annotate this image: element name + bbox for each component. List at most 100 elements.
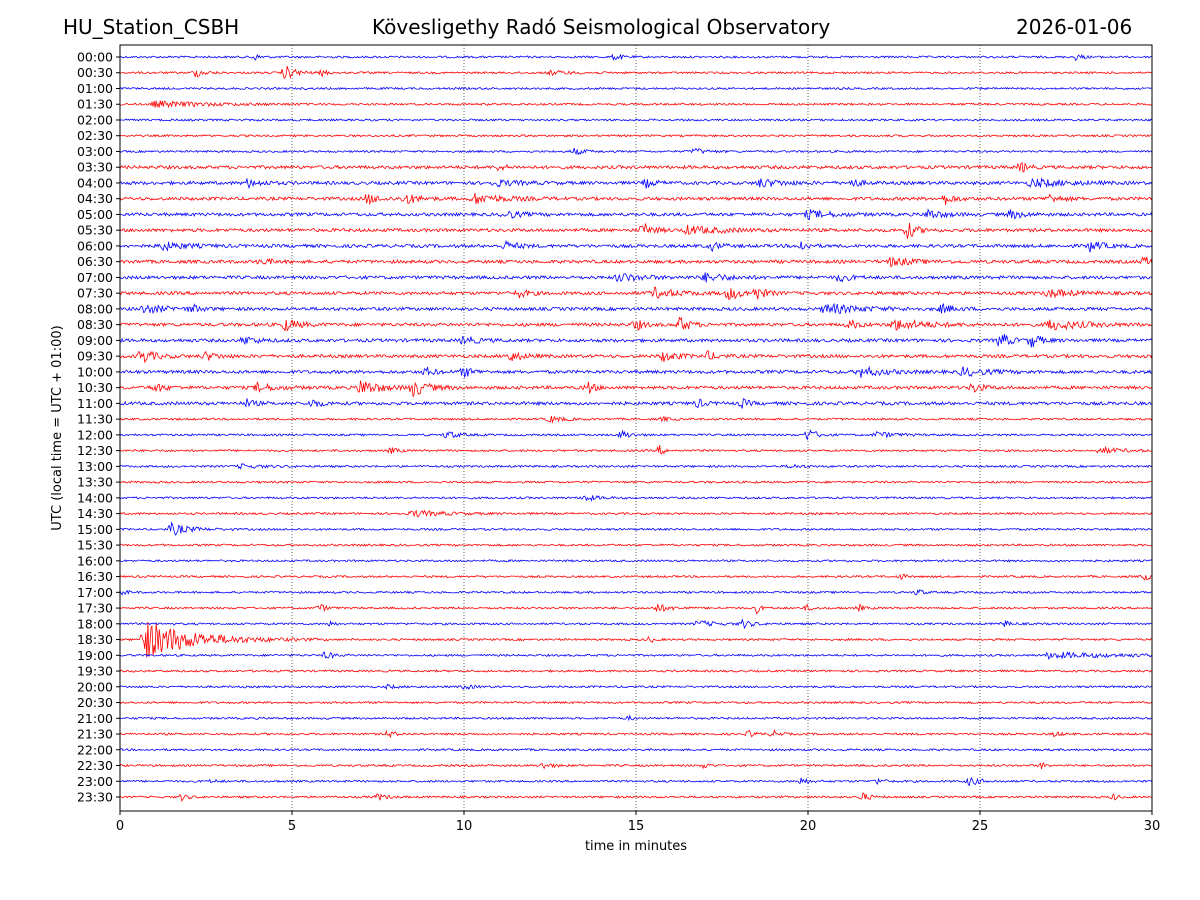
trace-0900	[119, 333, 1153, 348]
y-axis-label: UTC (local time = UTC + 01:00)	[50, 325, 65, 530]
grid	[291, 45, 981, 811]
trace-1200	[119, 429, 1153, 441]
y-tick-label: 15:00	[77, 522, 113, 537]
y-tick-label: 04:00	[77, 175, 113, 190]
y-axis: 00:0000:3001:0001:3002:0002:3003:0003:30…	[77, 50, 120, 805]
y-tick-label: 02:30	[77, 128, 113, 143]
trace-0600	[119, 239, 1153, 253]
x-tick-label: 25	[972, 819, 989, 834]
trace-2230	[119, 762, 1153, 770]
y-tick-label: 08:00	[77, 301, 113, 316]
trace-2100	[119, 714, 1153, 722]
y-tick-label: 14:00	[77, 490, 113, 505]
y-tick-label: 07:30	[77, 286, 113, 301]
trace-1600	[119, 559, 1153, 563]
trace-0030	[119, 65, 1153, 79]
y-tick-label: 01:30	[77, 97, 113, 112]
y-tick-label: 20:00	[77, 679, 113, 694]
y-tick-label: 10:30	[77, 380, 113, 395]
trace-0230	[119, 133, 1153, 138]
trace-0430	[119, 193, 1153, 206]
y-tick-label: 18:00	[77, 616, 113, 631]
trace-1530	[119, 543, 1153, 547]
trace-0330	[119, 162, 1153, 173]
y-tick-label: 17:00	[77, 585, 113, 600]
y-tick-label: 01:00	[77, 81, 113, 96]
trace-0100	[119, 86, 1153, 91]
trace-0130	[119, 100, 1153, 109]
trace-1730	[119, 603, 1153, 615]
y-tick-label: 22:00	[77, 742, 113, 757]
y-tick-label: 09:00	[77, 333, 113, 348]
x-tick-label: 30	[1144, 819, 1161, 834]
y-tick-label: 14:30	[77, 506, 113, 521]
y-tick-label: 11:30	[77, 412, 113, 427]
y-tick-label: 06:00	[77, 238, 113, 253]
y-tick-label: 03:00	[77, 144, 113, 159]
y-tick-label: 15:30	[77, 538, 113, 553]
y-tick-label: 02:00	[77, 112, 113, 127]
y-tick-label: 21:00	[77, 711, 113, 726]
y-tick-label: 12:00	[77, 427, 113, 442]
trace-0630	[120, 256, 1153, 268]
trace-0200	[119, 118, 1153, 122]
trace-1400	[119, 495, 1153, 502]
y-tick-label: 12:30	[77, 443, 113, 458]
y-tick-label: 00:00	[77, 50, 113, 65]
trace-1830	[119, 622, 1153, 658]
y-tick-label: 11:00	[77, 396, 113, 411]
station-name: HU_Station_CSBH	[63, 15, 240, 39]
y-tick-label: 06:30	[77, 254, 113, 269]
trace-2300	[120, 776, 1153, 787]
x-tick-label: 10	[456, 819, 473, 834]
y-tick-label: 03:30	[77, 160, 113, 175]
trace-1900	[119, 651, 1153, 660]
trace-1030	[119, 380, 1153, 397]
trace-0800	[119, 302, 1153, 315]
y-tick-label: 05:00	[77, 207, 113, 222]
y-tick-label: 19:00	[77, 648, 113, 663]
trace-1100	[119, 398, 1153, 409]
trace-1800	[119, 618, 1153, 630]
traces	[119, 53, 1153, 802]
trace-0930	[119, 350, 1153, 364]
y-tick-label: 20:30	[77, 695, 113, 710]
trace-1300	[119, 463, 1153, 470]
trace-1700	[119, 589, 1153, 596]
y-tick-label: 09:30	[77, 349, 113, 364]
trace-0830	[119, 316, 1153, 332]
trace-1430	[119, 509, 1153, 518]
x-tick-label: 0	[116, 819, 124, 834]
trace-2030	[119, 700, 1153, 705]
y-tick-label: 08:30	[77, 317, 113, 332]
y-tick-label: 17:30	[77, 601, 113, 616]
y-tick-label: 19:30	[77, 664, 113, 679]
y-tick-label: 00:30	[77, 65, 113, 80]
trace-1130	[119, 415, 1153, 424]
trace-1230	[119, 445, 1153, 455]
y-tick-label: 07:00	[77, 270, 113, 285]
y-tick-label: 13:30	[77, 475, 113, 490]
date-label: 2026-01-06	[1016, 15, 1133, 39]
y-tick-label: 21:30	[77, 727, 113, 742]
trace-0500	[119, 208, 1153, 220]
y-tick-label: 16:00	[77, 553, 113, 568]
x-tick-label: 15	[628, 819, 645, 834]
trace-1630	[119, 574, 1153, 581]
trace-0300	[119, 147, 1153, 156]
y-tick-label: 05:30	[77, 223, 113, 238]
trace-2330	[119, 792, 1153, 802]
y-tick-label: 10:00	[77, 364, 113, 379]
trace-0000	[119, 53, 1153, 61]
trace-2130	[119, 728, 1153, 738]
y-tick-label: 13:00	[77, 459, 113, 474]
y-tick-label: 04:30	[77, 191, 113, 206]
x-axis: 0 5 10 15 20 25 30	[116, 811, 1160, 834]
trace-1500	[120, 521, 1153, 536]
y-tick-label: 22:30	[77, 758, 113, 773]
trace-0730	[119, 286, 1153, 301]
trace-1930	[119, 669, 1153, 673]
x-axis-label: time in minutes	[585, 839, 687, 854]
trace-2000	[119, 683, 1153, 691]
